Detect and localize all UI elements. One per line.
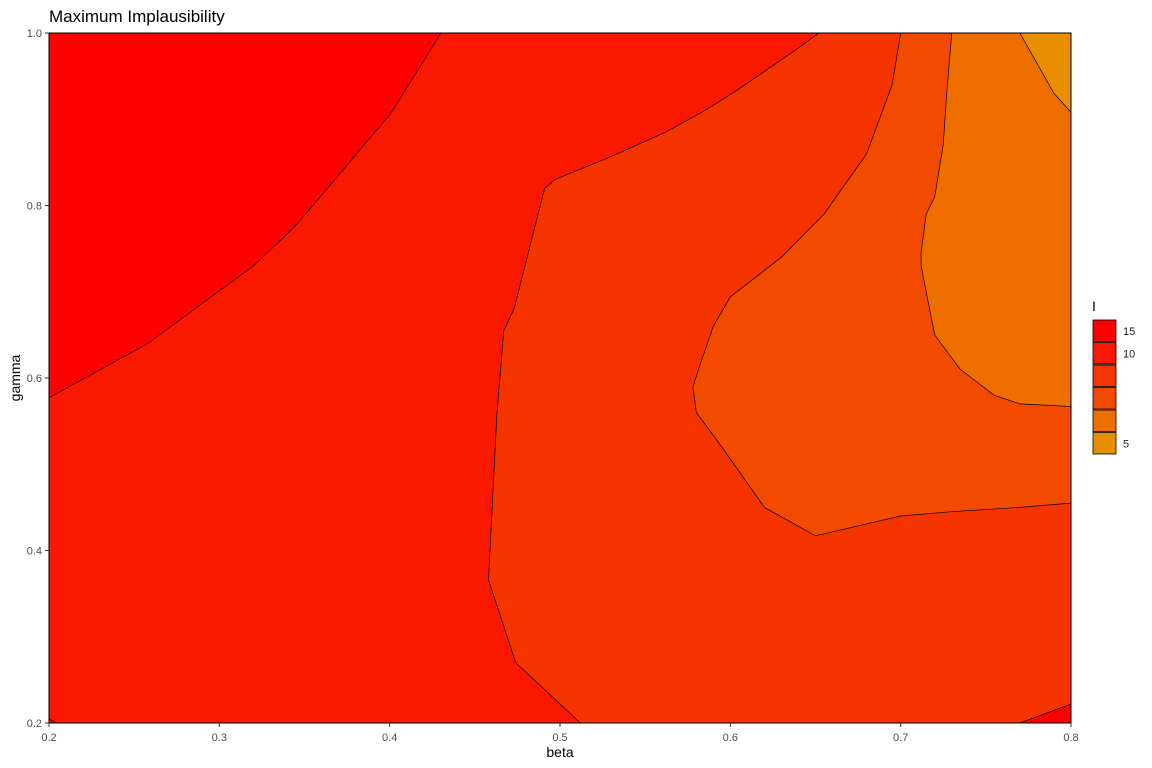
legend-title: I (1092, 298, 1096, 314)
y-tick-label: 0.2 (27, 718, 42, 730)
y-tick-label: 1.0 (27, 28, 42, 40)
x-tick-label: 0.6 (723, 732, 738, 744)
x-axis: 0.2 0.3 0.4 0.5 0.6 0.7 0.8 (41, 723, 1079, 744)
legend-key (1092, 432, 1117, 455)
y-tick-label: 0.8 (27, 201, 42, 213)
chart-title: Maximum Implausibility (49, 7, 225, 26)
x-tick-label: 0.3 (212, 732, 227, 744)
x-tick-label: 0.7 (893, 732, 908, 744)
y-tick-label: 0.4 (27, 546, 42, 558)
legend-key (1092, 409, 1117, 432)
x-tick-label: 0.2 (41, 732, 56, 744)
legend-key (1092, 342, 1117, 365)
y-axis-title: gamma (7, 354, 23, 401)
x-tick-label: 0.5 (552, 732, 567, 744)
legend-label: 15 (1123, 326, 1135, 338)
x-axis-title: beta (546, 744, 573, 760)
x-tick-label: 0.4 (382, 732, 397, 744)
y-tick-label: 0.6 (27, 373, 42, 385)
legend-key (1092, 364, 1117, 387)
contour-band-level-4 (920, 32, 1072, 407)
legend-label: 10 (1123, 348, 1135, 360)
legend-key (1092, 387, 1117, 410)
legend-label: 5 (1123, 438, 1129, 450)
legend-key (1092, 319, 1117, 342)
legend: I 15 10 5 (1092, 298, 1135, 455)
plot-area (48, 32, 1072, 724)
y-axis: 0.2 0.4 0.6 0.8 1.0 (27, 28, 49, 730)
x-tick-label: 0.8 (1063, 732, 1078, 744)
